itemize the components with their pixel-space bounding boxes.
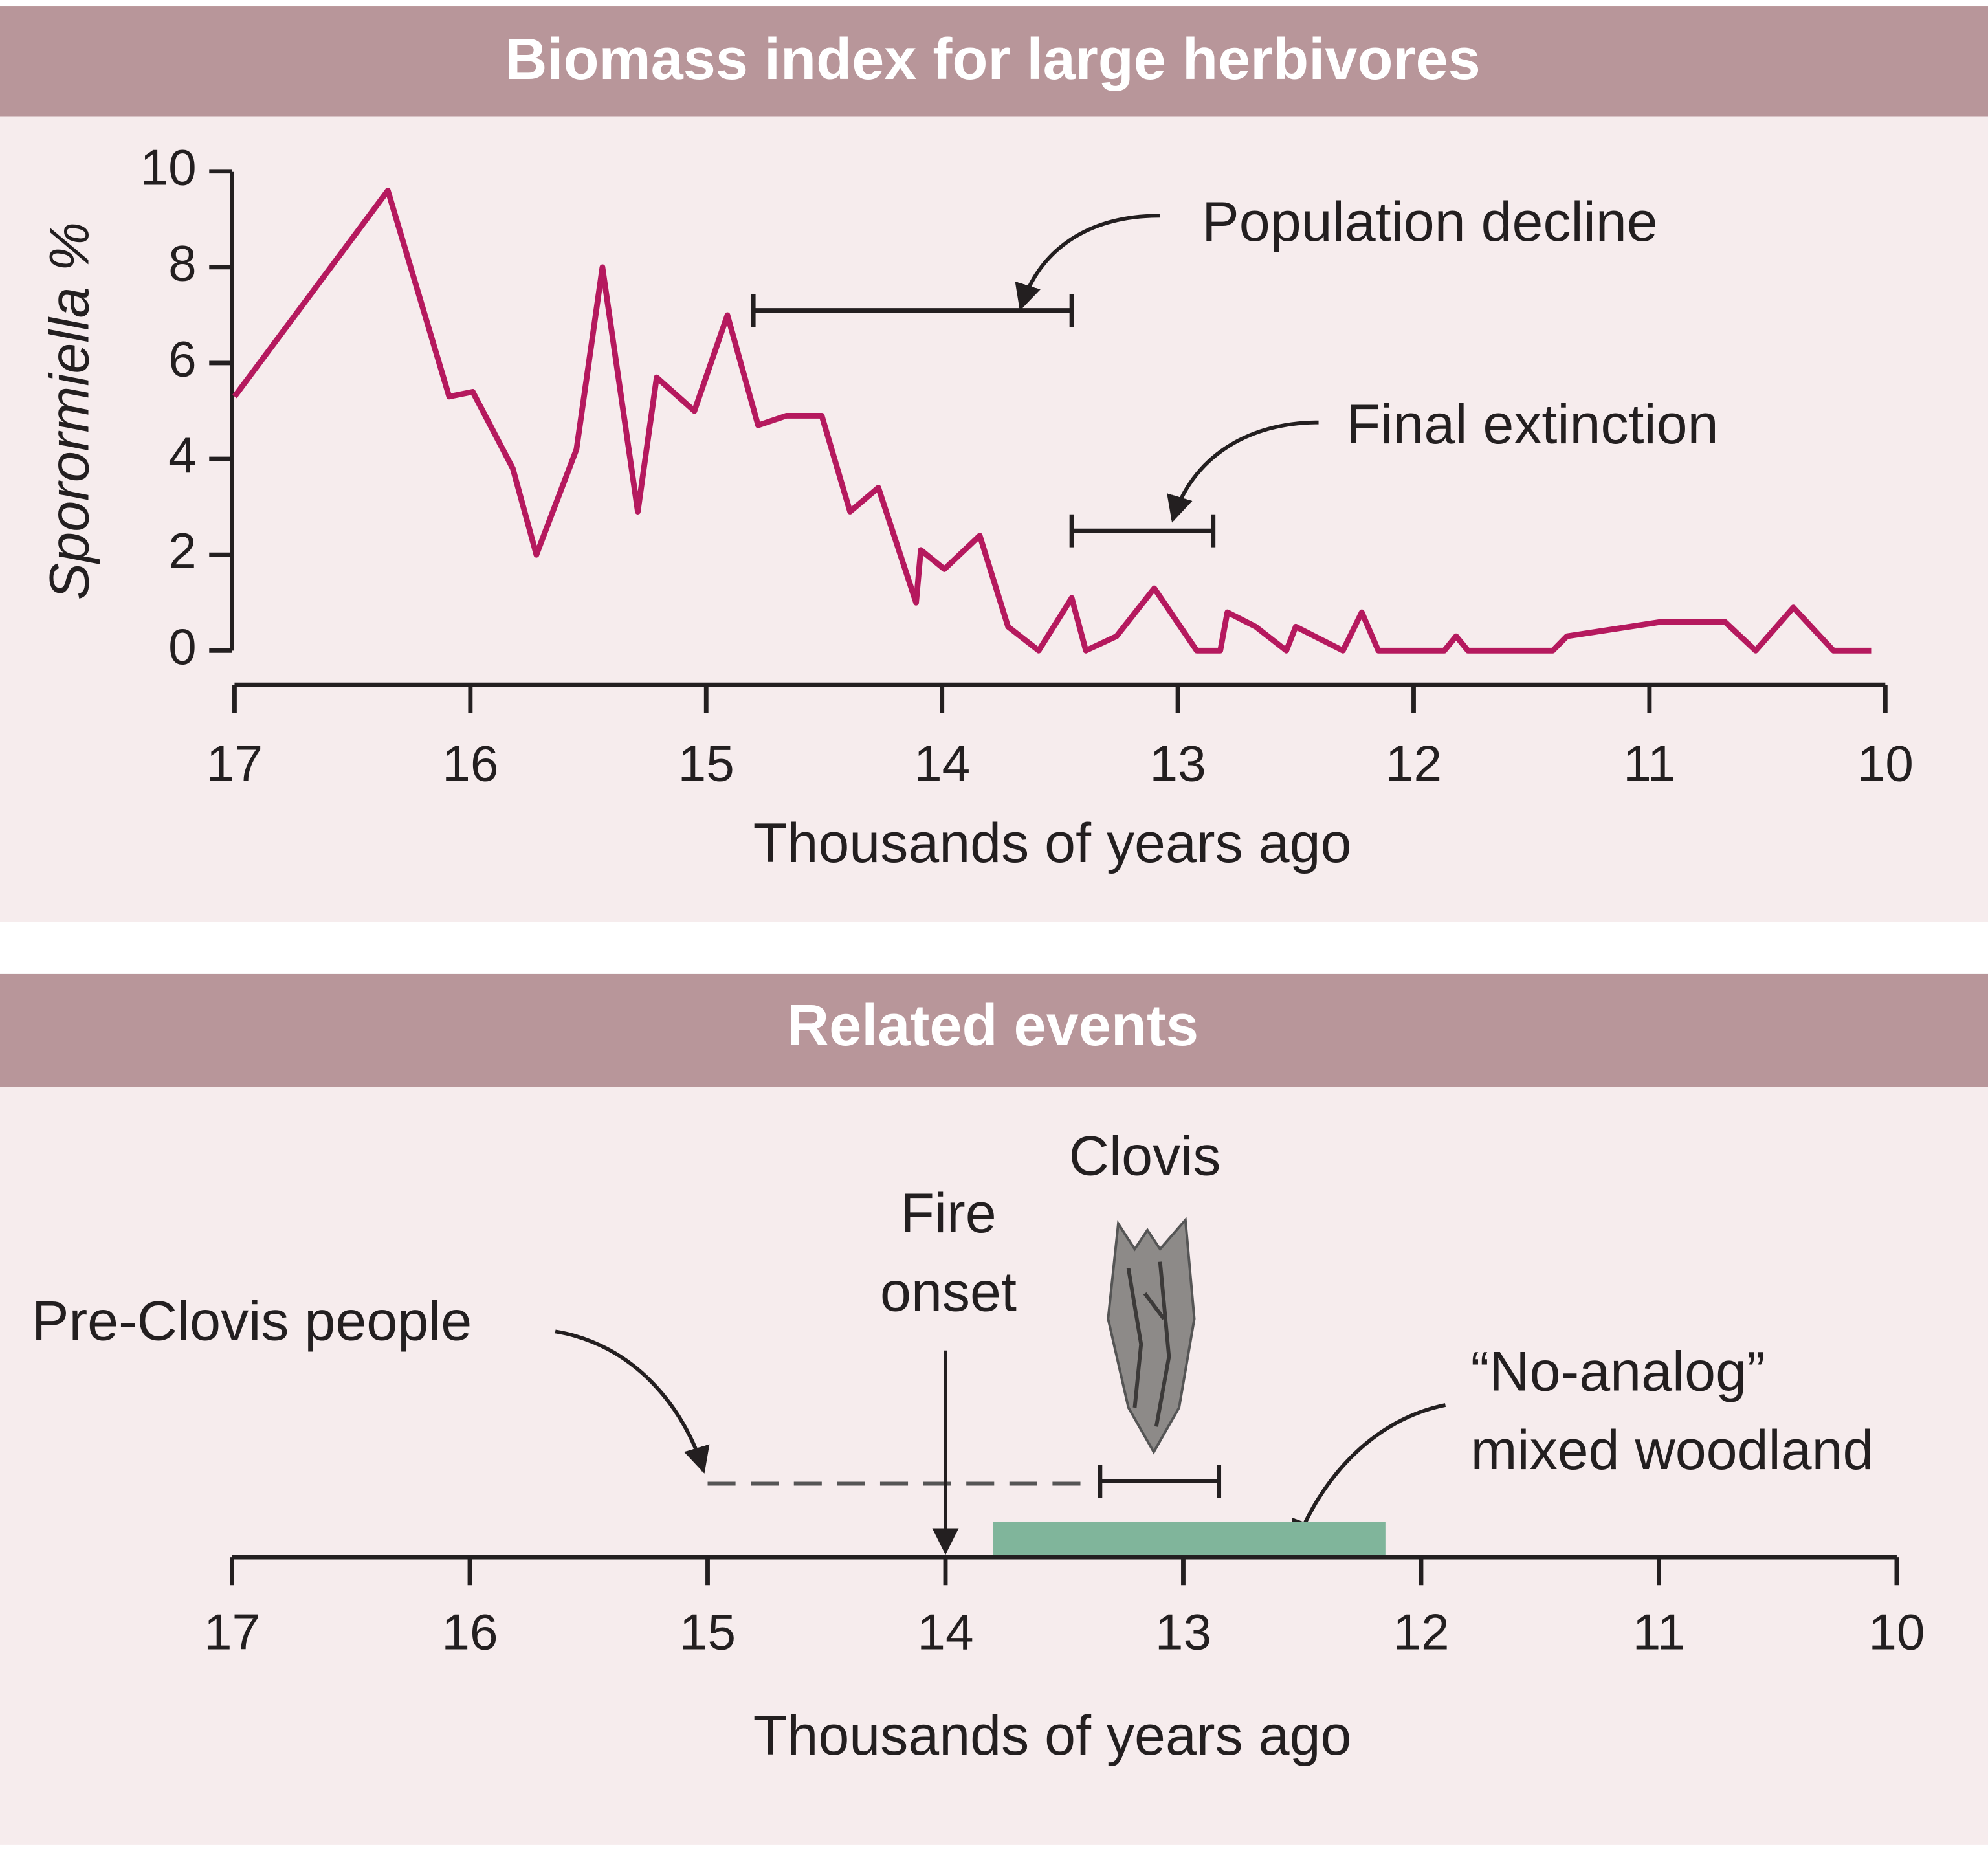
x-tick-label: 15 [679, 1603, 736, 1660]
y-axis-label: Sporormiella % [38, 222, 100, 600]
x-axis-label: Thousands of years ago [753, 1705, 1352, 1767]
x-tick-label: 11 [1623, 735, 1675, 792]
x-tick-label: 17 [204, 1603, 260, 1660]
event-label: Fire [900, 1182, 996, 1245]
x-tick-label: 10 [1868, 1603, 1925, 1660]
x-tick-label: 11 [1633, 1603, 1685, 1660]
x-tick-label: 15 [678, 735, 734, 792]
y-tick-label: 0 [168, 618, 197, 675]
annotation-arrow [1292, 1403, 1446, 1547]
header-top [0, 6, 1988, 117]
clovis-point-icon [1107, 1217, 1196, 1455]
x-tick-label: 13 [1155, 1603, 1211, 1660]
event-label: Clovis [1069, 1125, 1221, 1188]
panel-top [0, 116, 1988, 922]
y-tick-label: 10 [140, 138, 197, 195]
event-label: “No-analog” [1471, 1341, 1765, 1403]
y-tick-label: 4 [168, 426, 197, 483]
chart-title: Biomass index for large herbivores [505, 27, 1480, 92]
x-tick-label: 14 [914, 735, 970, 792]
chart-title: Related events [787, 993, 1198, 1058]
data-line [232, 187, 1872, 654]
x-tick-label: 14 [917, 1603, 973, 1660]
y-tick-label: 6 [168, 331, 197, 388]
x-tick-label: 16 [442, 735, 498, 792]
x-axis-label: Thousands of years ago [753, 812, 1352, 874]
annotation-text: Population decline [1202, 191, 1657, 253]
event-span [993, 1522, 1386, 1555]
x-tick-label: 12 [1386, 735, 1442, 792]
x-tick-label: 10 [1857, 735, 1914, 792]
y-tick-label: 8 [168, 235, 197, 292]
x-tick-label: 12 [1393, 1603, 1449, 1660]
panel-bottom [0, 1087, 1988, 1845]
annotation-arrow [555, 1329, 710, 1474]
header-bottom [0, 973, 1988, 1087]
event-label: onset [880, 1261, 1017, 1323]
x-tick-label: 17 [206, 735, 263, 792]
annotation-text: Final extinction [1347, 393, 1719, 456]
event-label: mixed woodland [1471, 1419, 1874, 1481]
x-tick-label: 13 [1149, 735, 1206, 792]
event-label: Pre-Clovis people [32, 1290, 472, 1352]
y-tick-label: 2 [168, 522, 197, 579]
annotation-arrow [1167, 420, 1319, 523]
annotation-arrow [1015, 214, 1160, 311]
x-tick-label: 16 [441, 1603, 498, 1660]
